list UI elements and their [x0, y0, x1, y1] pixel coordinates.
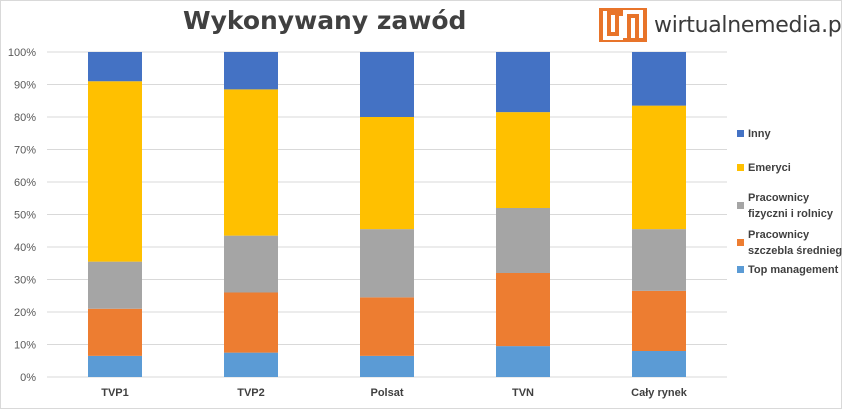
legend-label: Pracownicy: [748, 192, 810, 204]
bars: [88, 52, 686, 377]
bar-stack: [360, 52, 414, 377]
bar-segment: [224, 235, 278, 293]
legend-swatch: [737, 266, 744, 273]
legend-item: Pracownicy szczebla średniego: [737, 229, 842, 257]
legend-label: fizyczni i rolnicy: [748, 208, 834, 220]
bar-segment: [224, 352, 278, 377]
bar-segment: [360, 355, 414, 377]
y-axis: 0% 10% 20% 30% 40% 50% 60% 70% 80% 90% 100%: [8, 47, 36, 384]
brand-logo-icon: [599, 8, 647, 42]
bar-segment: [88, 308, 142, 356]
bar-segment: [360, 229, 414, 298]
bar-segment: [360, 117, 414, 230]
legend-swatch: [737, 202, 744, 209]
legend-item: Emeryci: [737, 162, 791, 174]
bar-segment: [496, 52, 550, 113]
x-tick-label: Cały rynek: [631, 387, 688, 399]
y-tick-label: 30%: [14, 275, 36, 287]
bar-segment: [632, 290, 686, 351]
bar-segment: [632, 351, 686, 377]
bar-segment: [632, 52, 686, 106]
y-tick-label: 100%: [8, 47, 36, 59]
legend-item: Top management: [737, 264, 839, 276]
bar-segment: [88, 52, 142, 82]
y-tick-label: 80%: [14, 112, 36, 124]
y-tick-label: 40%: [14, 242, 36, 254]
bar-segment: [496, 346, 550, 377]
bar-segment: [224, 89, 278, 236]
y-tick-label: 50%: [14, 210, 36, 222]
legend-label: Pracownicy: [748, 229, 810, 241]
legend-item: Inny: [737, 128, 771, 140]
bar-segment: [88, 355, 142, 377]
legend-item: Pracownicy fizyczni i rolnicy: [737, 192, 834, 220]
x-tick-label: TVN: [512, 387, 534, 399]
y-tick-label: 0%: [20, 372, 36, 384]
brand-logo[interactable]: wirtualnemedia.pl: [598, 7, 842, 43]
bar-segment: [360, 297, 414, 356]
y-tick-label: 70%: [14, 145, 36, 157]
legend-label: szczebla średniego: [748, 245, 842, 257]
x-tick-label: TVP2: [237, 387, 265, 399]
bar-segment: [224, 52, 278, 90]
x-axis: TVP1 TVP2 Polsat TVN Cały rynek: [101, 387, 687, 399]
legend-swatch: [737, 130, 744, 137]
bar-stack: [632, 52, 686, 377]
x-tick-label: Polsat: [370, 387, 403, 399]
y-tick-label: 60%: [14, 177, 36, 189]
bar-stack: [496, 52, 550, 377]
x-tick-label: TVP1: [101, 387, 129, 399]
brand-name: wirtualnemedia.pl: [654, 12, 842, 38]
bar-segment: [224, 292, 278, 353]
bar-segment: [496, 273, 550, 347]
legend-swatch: [737, 239, 744, 246]
y-tick-label: 10%: [14, 340, 36, 352]
bar-stack: [88, 52, 142, 377]
bar-segment: [88, 261, 142, 309]
bar-segment: [496, 112, 550, 208]
bar-segment: [360, 52, 414, 117]
bar-segment: [632, 105, 686, 230]
legend-label: Emeryci: [748, 162, 791, 174]
chart-title: Wykonywany zawód: [183, 6, 467, 35]
bar-segment: [632, 229, 686, 291]
y-tick-label: 90%: [14, 80, 36, 92]
y-tick-label: 20%: [14, 307, 36, 319]
legend-swatch: [737, 164, 744, 171]
bar-segment: [88, 81, 142, 262]
legend-label: Inny: [748, 128, 771, 140]
bar-stack: [224, 52, 278, 377]
legend-label: Top management: [748, 264, 839, 276]
bar-segment: [496, 208, 550, 273]
